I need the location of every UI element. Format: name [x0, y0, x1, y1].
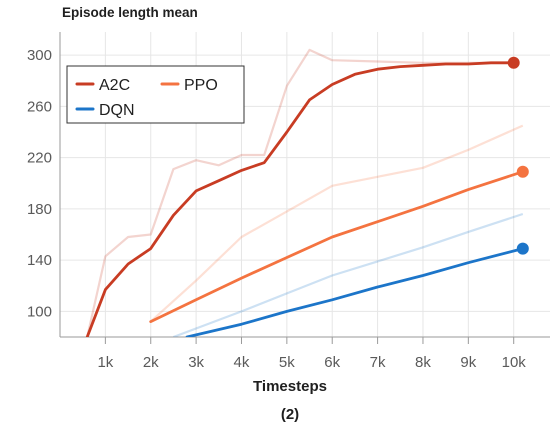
x-tick-label: 5k — [279, 354, 295, 371]
a2c-legend-label[interactable]: A2C — [99, 77, 130, 94]
y-tick-label: 260 — [27, 98, 52, 115]
legend-box — [66, 65, 245, 124]
x-tick-label: 9k — [460, 354, 476, 371]
series-end-points — [507, 56, 529, 255]
chart-title: Episode length mean — [62, 5, 198, 20]
raw-series-lines — [86, 48, 524, 337]
y-tick-label: 100 — [27, 303, 52, 320]
smoothed-series-lines — [85, 61, 525, 337]
x-tick-label: 2k — [143, 354, 159, 371]
dqn-legend-label[interactable]: DQN — [99, 102, 135, 119]
axes — [59, 32, 550, 344]
x-tick-label: 4k — [234, 354, 250, 371]
y-tick-label: 220 — [27, 150, 52, 167]
legend[interactable]: A2C PPO DQN — [66, 65, 245, 124]
x-tick-label: 6k — [324, 354, 340, 371]
ppo-raw-line — [149, 124, 524, 323]
x-tick-label: 10k — [502, 354, 527, 371]
y-tick-label: 140 — [27, 252, 52, 269]
x-tick-label: 8k — [415, 354, 431, 371]
figure-caption: (2) — [280, 406, 300, 423]
a2c-raw-line — [86, 48, 514, 337]
a2c-line — [85, 61, 516, 337]
x-tick-label: 3k — [188, 354, 204, 371]
y-tick-label: 300 — [27, 47, 52, 64]
a2c-point[interactable] — [507, 56, 520, 69]
grid — [60, 32, 550, 337]
x-tick-label: 1k — [97, 354, 113, 371]
x-axis-label: Timesteps — [253, 378, 327, 395]
tick-labels: 100 140 180 220 260 300 1k 2k 3k 4k 5k 6k 7k 8k 9k 10k — [27, 47, 526, 371]
ppo-point[interactable] — [516, 165, 529, 178]
dqn-raw-line — [173, 212, 524, 337]
dqn-line — [185, 247, 525, 337]
x-tick-label: 7k — [370, 354, 386, 371]
ppo-legend-label[interactable]: PPO — [184, 77, 218, 94]
ppo-line — [149, 170, 525, 324]
dqn-point[interactable] — [516, 242, 529, 255]
y-tick-label: 180 — [27, 201, 52, 218]
